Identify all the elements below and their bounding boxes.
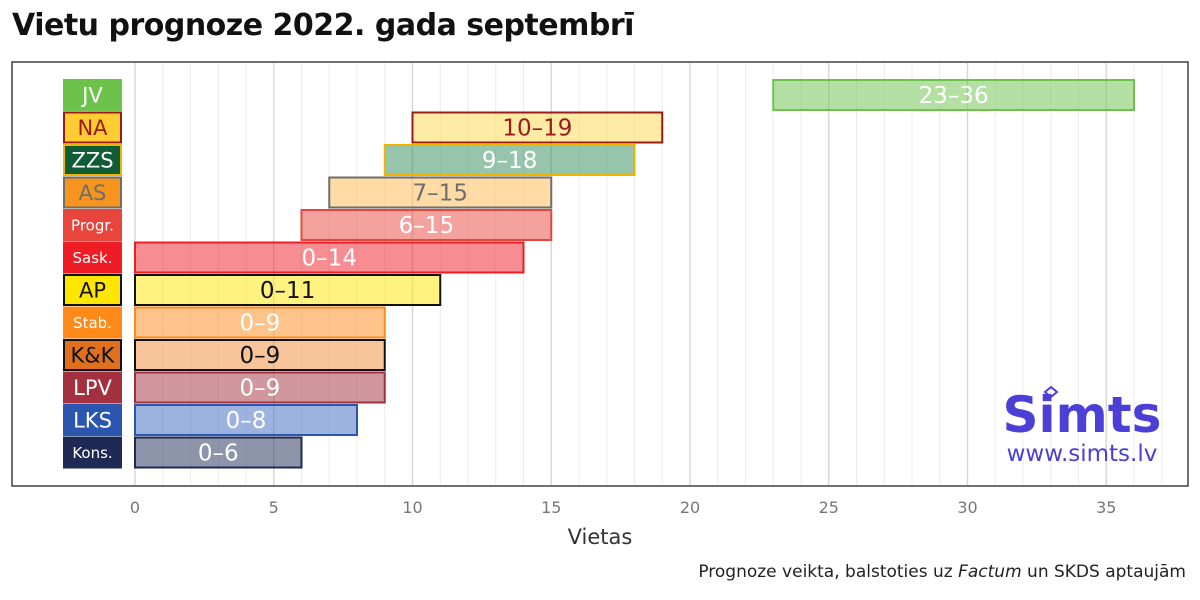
range-bar-stab xyxy=(134,306,386,339)
x-tick-label: 0 xyxy=(130,498,140,517)
range-value-label: 9–18 xyxy=(482,148,537,174)
party-badge-kk xyxy=(63,339,122,371)
range-bar-sask xyxy=(134,241,525,274)
range-value-label: 0–14 xyxy=(302,246,357,272)
party-label: JV xyxy=(80,84,103,108)
range-value-label: 0–9 xyxy=(239,376,280,402)
range-bar-lks xyxy=(134,404,358,436)
brand-url: www.simts.lv xyxy=(1007,441,1158,467)
range-bar-kons xyxy=(134,436,303,469)
range-bars: 23–36 10–19 9–18 7–15 6–15 0–14 0–11 0–9 0–9 0–9 0… xyxy=(134,79,1135,469)
party-badge-lpv xyxy=(63,371,122,404)
x-axis-ticks: 0 5 10 15 20 25 30 35 xyxy=(130,498,1117,517)
party-badge-zzs xyxy=(63,144,122,176)
range-value-label: 0–6 xyxy=(198,441,239,467)
party-label: LPV xyxy=(73,376,112,400)
range-value-label: 0–9 xyxy=(239,311,280,337)
x-axis-title: Vietas xyxy=(568,525,633,549)
x-tick-label: 10 xyxy=(402,498,422,517)
source-note-text: Prognoze veikta, balstoties uz xyxy=(698,562,959,582)
party-label: LKS xyxy=(73,409,112,433)
party-label: ZZS xyxy=(71,149,113,173)
diamond-icon xyxy=(1043,385,1059,399)
x-tick-label: 30 xyxy=(957,498,977,517)
x-tick-label: 5 xyxy=(269,498,279,517)
range-value-label: 0–11 xyxy=(260,278,315,304)
party-badge-jv xyxy=(63,79,122,111)
range-bar-progr xyxy=(300,209,553,241)
range-value-label: 6–15 xyxy=(399,213,454,239)
party-label: Kons. xyxy=(72,444,112,462)
range-bar-kk xyxy=(134,339,386,371)
range-value-label: 0–8 xyxy=(226,408,267,434)
brand-name: Simts xyxy=(1003,386,1162,444)
x-tick-label: 20 xyxy=(680,498,700,517)
party-badge-kons xyxy=(63,436,122,469)
source-note-tail: un SKDS aptaujām xyxy=(1021,562,1186,582)
x-tick-label: 15 xyxy=(541,498,561,517)
range-bar-zzs xyxy=(383,144,636,176)
brand-logo: Simts www.simts.lv xyxy=(1003,385,1162,467)
x-tick-label: 35 xyxy=(1096,498,1116,517)
party-badge-ap xyxy=(63,274,122,306)
range-bar-ap xyxy=(134,274,442,306)
source-note-factum: Factum xyxy=(958,562,1022,582)
range-value-label: 23–36 xyxy=(919,83,989,109)
range-bar-lpv xyxy=(134,371,386,404)
party-label: AS xyxy=(79,181,107,205)
party-label: Stab. xyxy=(73,314,112,332)
plot-frame xyxy=(11,61,1189,487)
range-bar-na xyxy=(411,111,664,144)
chart-title: Vietu prognoze 2022. gada septembrī xyxy=(12,8,634,43)
range-bar-jv xyxy=(772,79,1135,111)
party-label: AP xyxy=(79,279,106,303)
party-label: K&K xyxy=(71,344,116,368)
source-note: Prognoze veikta, balstoties uz Factum un… xyxy=(698,562,1186,582)
range-bar-as xyxy=(328,176,553,209)
party-badge-stab xyxy=(63,306,122,339)
party-label: Progr. xyxy=(71,216,114,234)
party-badge-sask xyxy=(63,241,122,274)
party-badge-na xyxy=(63,111,122,144)
party-label: NA xyxy=(77,116,108,140)
range-value-label: 7–15 xyxy=(413,181,468,207)
range-value-label: 10–19 xyxy=(502,116,572,142)
range-value-label: 0–9 xyxy=(239,343,280,369)
party-labels: JV NA ZZS AS Progr. Sask. AP Stab. K&K LPV LKS Kons… xyxy=(63,79,122,469)
party-badge-as xyxy=(63,176,122,209)
party-badge-lks xyxy=(63,404,122,436)
party-badge-progr xyxy=(63,209,122,241)
x-tick-label: 25 xyxy=(819,498,839,517)
party-label: Sask. xyxy=(73,249,113,267)
